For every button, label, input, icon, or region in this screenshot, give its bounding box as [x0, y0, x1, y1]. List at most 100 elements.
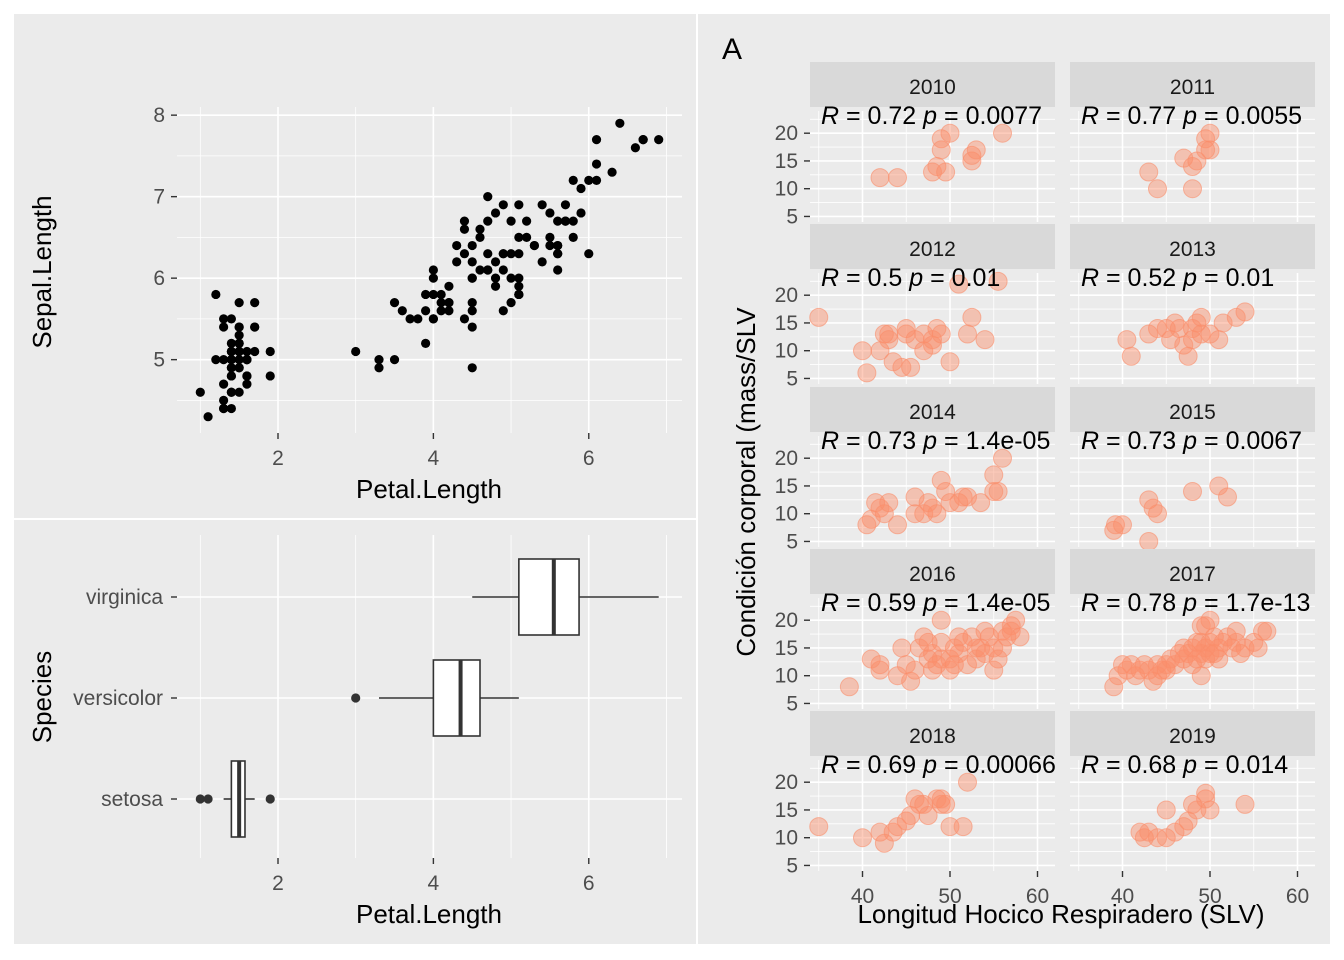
facet-point: [971, 493, 991, 513]
boxplot-box: [432, 659, 481, 737]
species-boxplot: 2 4 6 virginica versicolor setosa: [73, 535, 682, 895]
facet-strip: [1070, 549, 1315, 594]
scatter-point: [514, 232, 524, 242]
scatter-point: [545, 208, 555, 218]
scatter-point: [467, 257, 477, 267]
facet-point: [936, 482, 956, 501]
facet-point: [809, 307, 829, 327]
facet-point: [1196, 789, 1216, 809]
scatter-point: [219, 403, 229, 414]
facet-y-tick-label: 10: [775, 827, 798, 850]
facet-plot-area: [810, 436, 1055, 547]
facet-point: [1196, 783, 1216, 803]
facet-point: [940, 817, 960, 837]
scatter-point: [568, 232, 578, 242]
facet-plot-area: [810, 760, 1055, 871]
scatter-point: [428, 289, 438, 300]
scatter-point: [514, 249, 524, 259]
scatter-point: [421, 338, 431, 348]
scatter-point: [475, 232, 485, 242]
scatter-point: [654, 135, 664, 145]
facet-point: [984, 465, 1004, 485]
scatter-point: [483, 192, 493, 202]
scatter-point: [498, 249, 508, 259]
sepal-vs-petal-scatter-plot: 2 4 6 5 6 7 8: [153, 104, 682, 470]
facet-y-tick-label: 5: [786, 854, 798, 877]
scatter-point: [545, 240, 555, 251]
facet-strip: [1070, 387, 1315, 432]
facet-point: [940, 123, 960, 143]
facet-point: [931, 140, 951, 160]
scatter-point: [467, 273, 477, 283]
facet-point: [892, 638, 912, 658]
facet-point: [988, 482, 1008, 501]
scatter-point: [483, 265, 493, 275]
facet-strip: [810, 711, 1055, 756]
facet-y-tick-label: 15: [775, 799, 798, 822]
scatter-point: [483, 216, 493, 226]
scatter-point: [475, 265, 485, 275]
facet-plot-area: [1070, 436, 1315, 547]
facet-point: [1257, 621, 1277, 641]
facet-x-tick-label: 60: [1286, 885, 1309, 908]
scatter-point: [452, 257, 462, 267]
facet-y-tick-label: 5: [786, 367, 798, 390]
scatter-point: [250, 322, 260, 332]
facet-strip-label: 2018: [909, 725, 956, 748]
facet-point: [853, 341, 872, 361]
facet-point: [888, 168, 907, 188]
scatter-point: [591, 135, 602, 145]
facet-y-tick-label: 15: [775, 475, 798, 498]
facet-point: [953, 817, 973, 837]
boxplot-box: [518, 558, 580, 636]
facet-x-axis-title: Longitud Hocico Respiradero (SLV): [857, 899, 1264, 929]
scatter-point: [389, 355, 400, 365]
scatter-point: [444, 298, 454, 308]
facet-point: [870, 822, 890, 842]
scatter-point: [506, 273, 516, 283]
facet-point: [1183, 179, 1202, 199]
scatter-point: [234, 338, 244, 348]
facet-strip: [810, 62, 1055, 107]
scatter-point: [638, 135, 648, 145]
scatter-point: [490, 257, 501, 267]
facet-point: [1191, 616, 1211, 636]
scatter-point: [250, 298, 260, 308]
scatter-x-tick-label: 2: [272, 447, 284, 470]
facet-point: [953, 487, 973, 507]
facet-point: [984, 482, 1004, 501]
scatter-point: [265, 371, 275, 381]
facet-correlation-annotation: R = 0.77 p = 0.0055: [1081, 102, 1302, 130]
facet-y-tick-label: 10: [775, 665, 798, 688]
scatter-point: [203, 412, 213, 422]
scatter-point: [467, 240, 477, 251]
boxplot-category-label: setosa: [101, 788, 163, 811]
facet-point: [1113, 515, 1132, 535]
scatter-point: [219, 395, 229, 405]
facet-correlation-annotation: R = 0.68 p = 0.014: [1081, 751, 1288, 779]
facet-x-tick-label: 40: [851, 885, 874, 908]
scatter-point: [234, 330, 244, 340]
facet-point: [1010, 627, 1030, 647]
scatter-point: [560, 200, 571, 210]
scatter-point: [529, 240, 539, 251]
facet-point: [879, 330, 899, 350]
facet-point: [931, 470, 951, 490]
scatter-point: [234, 387, 244, 397]
scatter-point: [467, 363, 477, 373]
facet-correlation-annotation: R = 0.5 p = 0.01: [821, 264, 1000, 292]
facet-strip-label: 2012: [909, 238, 956, 261]
facet-y-tick-label: 20: [775, 609, 798, 632]
facet-strip: [810, 387, 1055, 432]
scatter-point: [459, 249, 470, 259]
facet-correlation-annotation: R = 0.52 p = 0.01: [1081, 264, 1274, 292]
facet-point: [958, 772, 977, 792]
facet-strip-label: 2014: [909, 401, 956, 424]
facet-point: [988, 649, 1008, 669]
scatter-point: [242, 371, 252, 381]
scatter-point: [568, 216, 578, 226]
scatter-y-tick-label: 6: [153, 267, 165, 290]
facet-point: [879, 493, 899, 513]
facet-point: [1248, 638, 1268, 658]
facet-point: [1178, 346, 1198, 366]
